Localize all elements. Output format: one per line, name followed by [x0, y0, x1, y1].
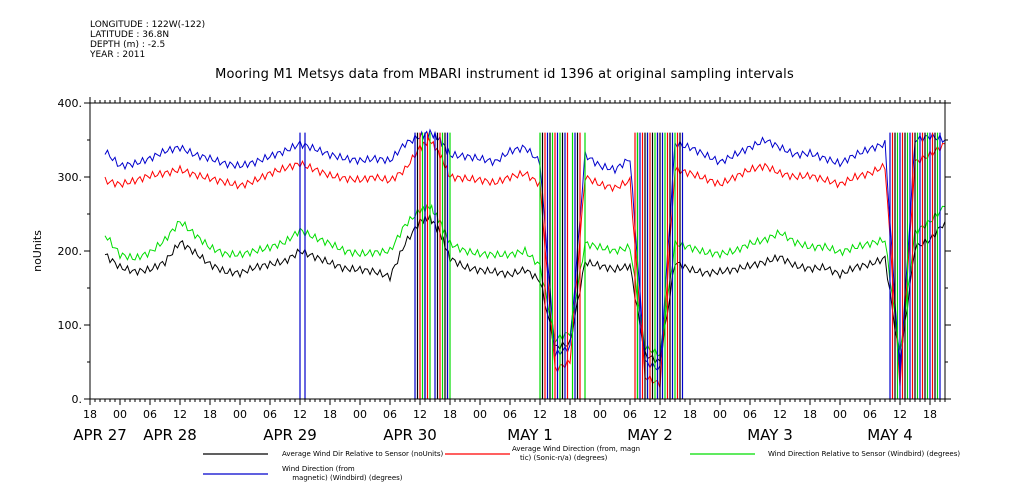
- x-tick-label: 18: [203, 408, 217, 421]
- date-label: MAY 1: [507, 426, 553, 444]
- x-tick-label: 18: [923, 408, 937, 421]
- y-tick-label: 200.: [58, 245, 83, 258]
- legend-label-1: Average Wind Dir Relative to Sensor (noU…: [282, 450, 443, 458]
- x-tick-label: 12: [653, 408, 667, 421]
- x-tick-label: 18: [563, 408, 577, 421]
- x-tick-label: 18: [83, 408, 97, 421]
- series-line-2: [104, 135, 946, 389]
- x-tick-label: 06: [623, 408, 637, 421]
- x-tick-label: 12: [773, 408, 787, 421]
- year-label: YEAR : 2011: [90, 50, 146, 60]
- y-tick-label: 100.: [58, 319, 83, 332]
- x-tick-label: 00: [713, 408, 727, 421]
- x-tick-label: 06: [863, 408, 877, 421]
- x-tick-label: 18: [683, 408, 697, 421]
- latitude-label: LATITUDE : 36.8N: [90, 30, 170, 40]
- mooring-metadata: LONGITUDE : 122W(-122) LATITUDE : 36.8N …: [90, 20, 205, 60]
- x-tick-label: 00: [473, 408, 487, 421]
- date-label: MAY 3: [747, 426, 793, 444]
- x-tick-label: 18: [443, 408, 457, 421]
- y-axis-label: noUnits: [31, 230, 44, 272]
- series-layer: [104, 128, 946, 399]
- date-label: MAY 4: [867, 426, 913, 444]
- axes-layer: 0. 100. 200. 300. 400. 18 00 06 12 18 00 06 12 18 00 06…: [31, 97, 951, 444]
- legend-label-3: Wind Direction Relative to Sensor (Windb…: [768, 450, 960, 458]
- series-line-1: [104, 214, 946, 365]
- x-tick-label: 00: [593, 408, 607, 421]
- x-tick-label: 06: [143, 408, 157, 421]
- x-tick-label: 18: [803, 408, 817, 421]
- x-tick-label: 06: [743, 408, 757, 421]
- x-tick-label: 12: [893, 408, 907, 421]
- x-tick-label: 18: [323, 408, 337, 421]
- date-label: APR 28: [143, 426, 197, 444]
- depth-label: DEPTH (m) : -2.5: [90, 40, 166, 50]
- x-tick-label: 00: [353, 408, 367, 421]
- series-line-4: [104, 128, 946, 375]
- x-tick-label: 06: [503, 408, 517, 421]
- x-tick-label: 12: [413, 408, 427, 421]
- x-tick-label: 06: [383, 408, 397, 421]
- legend-label-4: Wind Direction (from magnetic) (Windbird…: [282, 465, 403, 482]
- x-tick-label: 00: [833, 408, 847, 421]
- x-tick-label: 00: [233, 408, 247, 421]
- longitude-label: LONGITUDE : 122W(-122): [90, 20, 206, 30]
- y-tick-label: 400.: [58, 97, 83, 110]
- legend-label-2: Average Wind Direction (from, magn tic) (…: [512, 445, 640, 462]
- date-label: APR 27: [73, 426, 127, 444]
- date-label: APR 30: [383, 426, 437, 444]
- y-tick-label: 0.: [72, 393, 83, 406]
- x-tick-label: 12: [293, 408, 307, 421]
- chart-title: Mooring M1 Metsys data from MBARI instru…: [215, 67, 794, 82]
- x-tick-label: 06: [263, 408, 277, 421]
- x-tick-label: 00: [113, 408, 127, 421]
- x-tick-label: 12: [173, 408, 187, 421]
- legend-layer: Average Wind Dir Relative to Sensor (noU…: [203, 445, 960, 482]
- y-tick-label: 300.: [58, 171, 83, 184]
- x-tick-label: 12: [533, 408, 547, 421]
- date-label: APR 29: [263, 426, 317, 444]
- series-line-3: [104, 203, 946, 357]
- date-label: MAY 2: [627, 426, 673, 444]
